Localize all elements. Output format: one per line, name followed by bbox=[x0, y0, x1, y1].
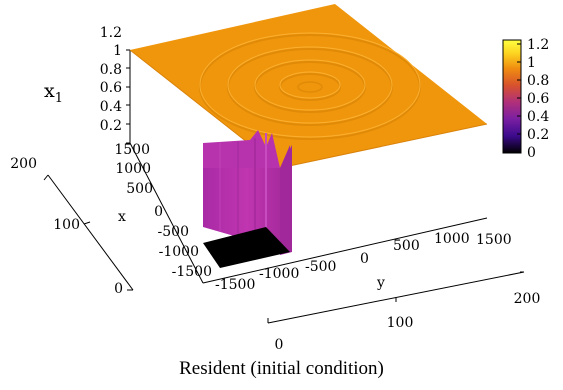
x-tick-3: 0 bbox=[154, 204, 163, 220]
x-axis-label: x bbox=[118, 209, 126, 225]
cb-tick-0.6: 0.6 bbox=[527, 91, 549, 107]
colorbar-ticks bbox=[517, 43, 521, 135]
y-tick-1: -1000 bbox=[259, 266, 299, 282]
bottom-tick-100: 100 bbox=[387, 315, 414, 331]
cb-tick-0.8: 0.8 bbox=[527, 73, 549, 89]
colorbar bbox=[502, 39, 522, 154]
y-axis bbox=[202, 217, 488, 284]
x-tick-6: -1500 bbox=[172, 264, 212, 280]
left-tick-100: 100 bbox=[53, 217, 80, 233]
z-axis bbox=[126, 49, 131, 144]
cb-tick-1.2: 1.2 bbox=[527, 37, 549, 53]
cb-tick-0: 0 bbox=[527, 145, 536, 161]
left-grid-axis bbox=[43, 174, 134, 291]
bottom-tick-0: 0 bbox=[275, 337, 284, 353]
z-axis-label: x1 bbox=[44, 80, 63, 106]
y-tick-4: 500 bbox=[393, 238, 420, 254]
plateau-surface bbox=[130, 4, 487, 168]
x-tick-4: -500 bbox=[158, 224, 189, 240]
y-tick-6: 1500 bbox=[476, 232, 512, 248]
y-tick-0: -1500 bbox=[215, 277, 255, 293]
z-axis-label-sub: 1 bbox=[55, 91, 63, 106]
x-tick-5: -1000 bbox=[159, 244, 199, 260]
z-tick-4: 0.4 bbox=[100, 99, 122, 115]
z-tick-3: 0.6 bbox=[100, 80, 122, 96]
x-tick-0: 1500 bbox=[114, 142, 150, 158]
cb-tick-0.4: 0.4 bbox=[527, 109, 549, 125]
ripple-rings bbox=[199, 32, 421, 140]
y-axis-label: y bbox=[376, 275, 385, 291]
bottom-grid-axis bbox=[267, 271, 525, 324]
z-tick-2: 0.8 bbox=[100, 62, 122, 78]
z-tick-0: 1.2 bbox=[100, 25, 122, 41]
surface-pit bbox=[203, 227, 290, 268]
left-tick-200: 200 bbox=[10, 156, 37, 172]
x-axis bbox=[129, 142, 204, 284]
bottom-tick-200: 200 bbox=[514, 291, 541, 307]
x-tick-1: 1000 bbox=[115, 161, 151, 177]
figure-caption: Resident (initial condition) bbox=[179, 358, 384, 379]
cb-tick-0.2: 0.2 bbox=[527, 127, 549, 143]
y-tick-3: 0 bbox=[360, 251, 369, 267]
x-tick-2: 500 bbox=[126, 181, 153, 197]
y-tick-5: 1000 bbox=[434, 231, 470, 247]
z-tick-1: 1 bbox=[113, 43, 122, 59]
z-tick-5: 0.2 bbox=[100, 118, 122, 134]
left-tick-0: 0 bbox=[114, 281, 123, 297]
cb-tick-1: 1 bbox=[527, 55, 536, 71]
y-tick-2: -500 bbox=[305, 259, 336, 275]
